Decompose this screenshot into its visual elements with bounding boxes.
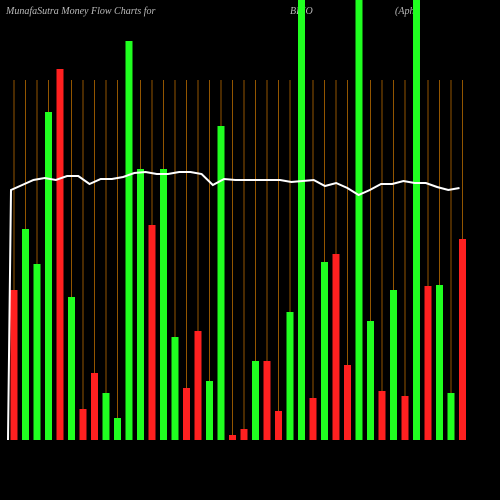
- bar: [10, 290, 18, 440]
- bar: [298, 0, 305, 440]
- bar: [183, 388, 190, 440]
- bar: [355, 0, 363, 440]
- bar: [22, 229, 29, 440]
- bar: [344, 365, 351, 440]
- bar: [321, 262, 328, 440]
- bar: [447, 393, 455, 440]
- company: (Apha: [395, 6, 419, 17]
- bar: [229, 435, 236, 440]
- money-flow-line: [7, 170, 460, 441]
- bar: [424, 286, 432, 440]
- bar: [114, 418, 121, 440]
- bar: [125, 41, 133, 440]
- bar: [148, 225, 156, 440]
- bar: [194, 331, 202, 440]
- bar: [137, 169, 144, 440]
- bar: [378, 391, 386, 440]
- bar: [459, 239, 466, 440]
- bar: [79, 409, 87, 440]
- chart-title: MunafaSutra Money Flow Charts for: [5, 6, 156, 17]
- bar: [275, 411, 282, 440]
- bar: [56, 69, 64, 440]
- bar: [263, 361, 271, 440]
- bar: [240, 429, 248, 440]
- bar: [413, 0, 420, 440]
- bar: [206, 381, 213, 440]
- bar: [332, 254, 340, 440]
- bar: [68, 297, 75, 440]
- bar: [286, 312, 294, 440]
- bar: [160, 169, 167, 440]
- bar: [91, 373, 98, 440]
- bar: [45, 112, 52, 440]
- bar: [217, 126, 225, 440]
- bar: [401, 396, 409, 440]
- bar: [436, 285, 443, 440]
- bar: [309, 398, 317, 440]
- bar: [252, 361, 259, 440]
- bar: [367, 321, 374, 440]
- bar: [102, 393, 110, 440]
- bar: [171, 337, 179, 440]
- bar: [33, 264, 41, 440]
- bar: [390, 290, 397, 440]
